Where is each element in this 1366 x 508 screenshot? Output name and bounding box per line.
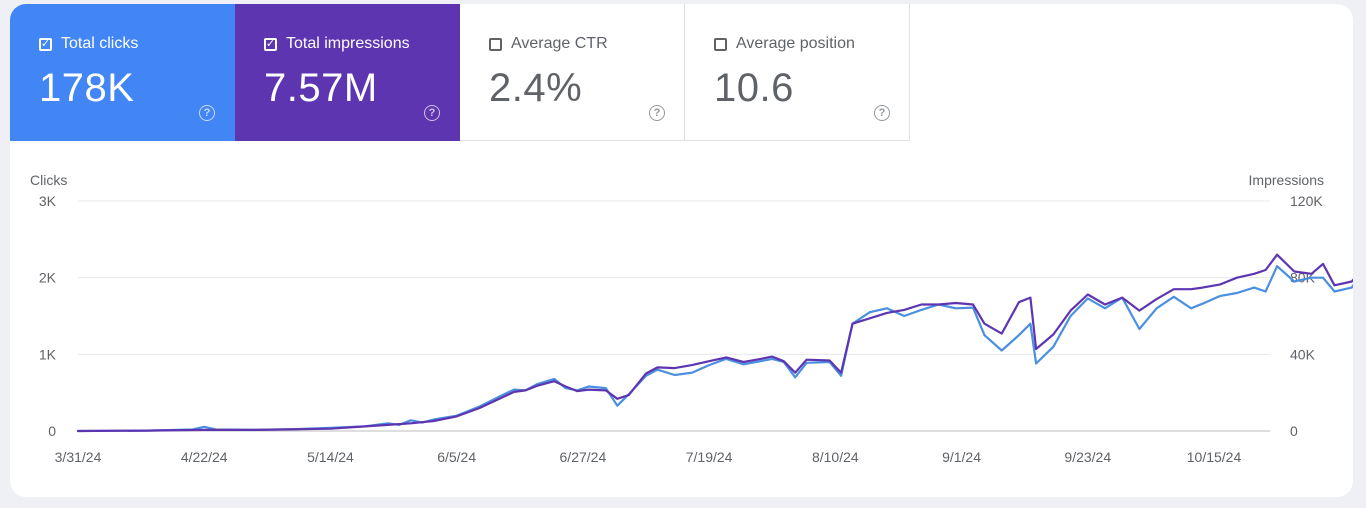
help-circle-icon[interactable]: ? xyxy=(424,105,440,121)
help-circle-icon[interactable]: ? xyxy=(874,105,890,121)
metric-header: ✓ Total clicks xyxy=(39,35,138,53)
x-tick-label: 8/10/24 xyxy=(812,449,859,465)
right-tick-label: 120K xyxy=(1290,193,1323,209)
metric-value: 2.4% xyxy=(489,66,583,110)
metric-total-impressions[interactable]: ✓ Total impressions 7.57M ? xyxy=(235,4,460,141)
metric-label: Total impressions xyxy=(286,35,410,52)
x-tick-label: 6/27/24 xyxy=(560,449,607,465)
series-line-0 xyxy=(76,265,1353,433)
metric-average-position[interactable]: Average position 10.6 ? xyxy=(685,4,910,141)
left-axis-title: Clicks xyxy=(30,172,67,188)
x-tick-label: 10/15/24 xyxy=(1187,449,1242,465)
metric-header: Average CTR xyxy=(489,35,608,53)
right-axis-title: Impressions xyxy=(1249,172,1324,188)
checkbox-checked-icon[interactable]: ✓ xyxy=(264,37,277,51)
x-tick-label: 7/19/24 xyxy=(686,449,733,465)
metric-header: Average position xyxy=(714,35,855,53)
x-tick-label: 9/1/24 xyxy=(942,449,981,465)
right-tick-label: 0 xyxy=(1290,423,1298,439)
chart-gridlines xyxy=(78,200,1270,432)
right-tick-label: 40K xyxy=(1290,346,1316,362)
x-tick-label: 4/22/24 xyxy=(181,449,228,465)
metric-average-ctr[interactable]: Average CTR 2.4% ? xyxy=(460,4,685,141)
chart-series xyxy=(76,253,1353,433)
metric-tabs: ✓ Total clicks 178K ? ✓ Total impression… xyxy=(10,4,910,141)
metric-total-clicks[interactable]: ✓ Total clicks 178K ? xyxy=(10,4,235,141)
left-tick-label: 2K xyxy=(39,270,57,286)
checkbox-unchecked-icon[interactable] xyxy=(489,37,502,51)
performance-card: ✓ Total clicks 178K ? ✓ Total impression… xyxy=(10,4,1353,497)
series-line-1 xyxy=(76,253,1353,433)
metric-value: 10.6 xyxy=(714,66,794,110)
metric-value: 178K xyxy=(39,66,135,110)
metric-value: 7.57M xyxy=(264,66,378,110)
x-tick-label: 5/14/24 xyxy=(307,449,354,465)
left-tick-label: 1K xyxy=(39,346,57,362)
help-circle-icon[interactable]: ? xyxy=(649,105,665,121)
x-tick-label: 9/23/24 xyxy=(1064,449,1111,465)
help-circle-icon[interactable]: ? xyxy=(199,105,215,121)
left-tick-label: 3K xyxy=(39,193,57,209)
metric-label: Average position xyxy=(736,35,855,52)
metric-header: ✓ Total impressions xyxy=(264,35,410,53)
checkbox-checked-icon[interactable]: ✓ xyxy=(39,37,52,51)
metric-label: Total clicks xyxy=(61,35,139,52)
metric-label: Average CTR xyxy=(511,35,608,52)
left-tick-label: 0 xyxy=(48,423,56,439)
x-tick-label: 6/5/24 xyxy=(437,449,476,465)
checkbox-unchecked-icon[interactable] xyxy=(714,37,727,51)
x-tick-label: 3/31/24 xyxy=(55,449,102,465)
